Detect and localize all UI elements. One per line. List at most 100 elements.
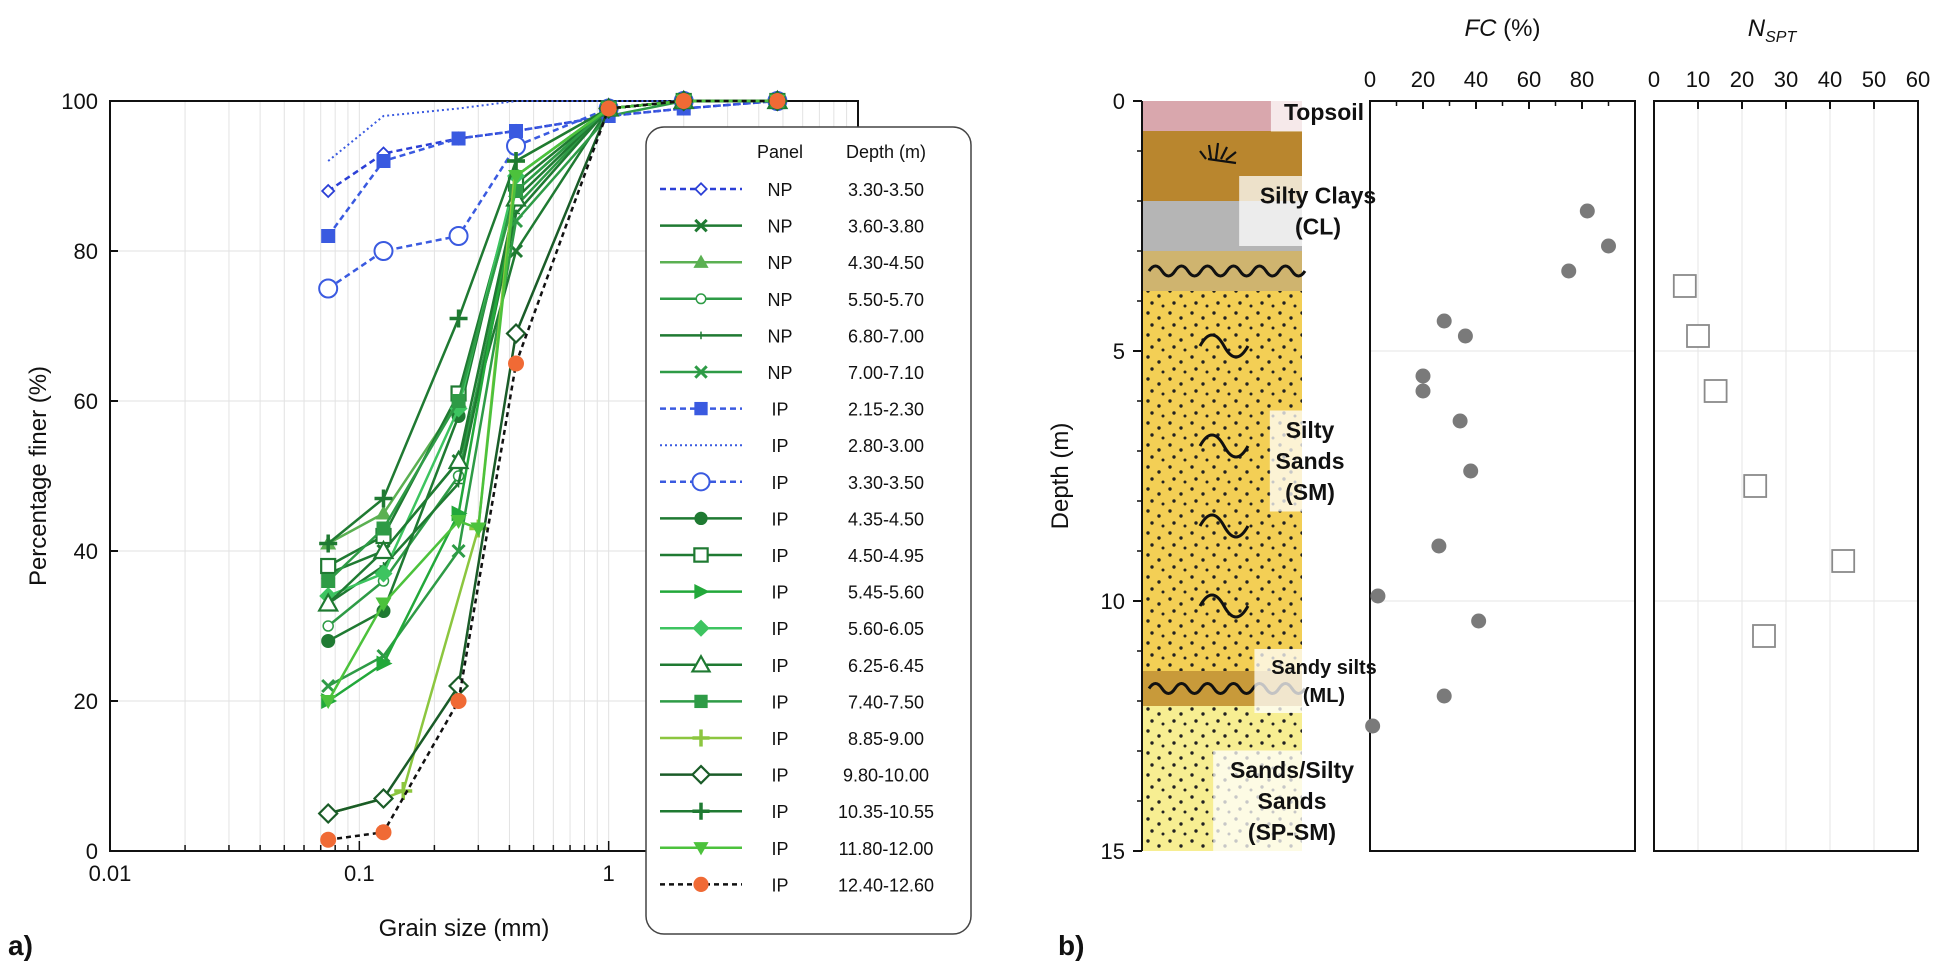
legend-panel-label: IP [771, 583, 788, 603]
data-point [695, 293, 707, 305]
depth-tick-label: 0 [1113, 89, 1125, 114]
data-point [693, 842, 709, 856]
depth-tick-label: 10 [1101, 589, 1125, 614]
data-point [322, 620, 334, 632]
data-point [449, 309, 468, 328]
y-tick-label-a: 60 [74, 389, 98, 414]
legend-depth-label: 3.60-3.80 [848, 217, 924, 237]
nspt-tick-label: 60 [1906, 67, 1930, 92]
fc-panel: 0 20 40 60 80 FC (%) [1364, 15, 1636, 852]
soil-label-text: Sands [1275, 448, 1344, 474]
legend-entry: IP 5.45-5.60 [660, 583, 924, 603]
nspt-tick-label: 10 [1686, 67, 1710, 92]
data-point [470, 522, 487, 537]
soil-label-text: (CL) [1295, 214, 1341, 240]
data-point [374, 489, 393, 508]
data-point [321, 574, 336, 588]
legend-panel-label: IP [771, 802, 788, 822]
data-point [320, 831, 337, 848]
data-point [372, 787, 395, 810]
legend-entry: IP 10.35-10.55 [660, 802, 934, 822]
legend-entry: IP 2.80-3.00 [660, 436, 924, 456]
series-group-a [317, 89, 789, 848]
data-point [374, 564, 393, 583]
fc-point [1457, 328, 1473, 344]
legend-header-panel: Panel [757, 142, 803, 162]
data-point [373, 241, 394, 261]
soil-label: Silty Clays (CL) [1239, 176, 1397, 246]
y-tick-label-a: 80 [74, 239, 98, 264]
legend-depth-label: 6.25-6.45 [848, 656, 924, 676]
fc-tick-label: 80 [1570, 67, 1594, 92]
fc-point [1579, 203, 1595, 219]
data-point [694, 511, 708, 526]
soil-label: Silty Sands (SM) [1269, 410, 1351, 512]
data-point [375, 505, 392, 520]
legend-entry: IP 4.50-4.95 [660, 546, 924, 566]
legend-panel-label: IP [771, 546, 788, 566]
fc-tick-label: 0 [1364, 67, 1376, 92]
data-point [375, 597, 392, 612]
nspt-tick-label: 0 [1648, 67, 1660, 92]
ticks-a: 0 20 40 60 80 100 0.01 0.1 1 [61, 89, 848, 886]
data-point [321, 634, 336, 648]
data-point [694, 694, 708, 709]
soil-label-text: Silty Clays [1260, 183, 1376, 209]
legend-entry: IP 7.40-7.50 [660, 692, 924, 712]
panel-b-letter: b) [1058, 930, 1084, 961]
soil-label-box [1270, 92, 1378, 132]
legend-depth-label: 5.60-6.05 [848, 619, 924, 639]
legend-entry: IP 12.40-12.60 [660, 875, 934, 895]
soil-label-box [1269, 410, 1351, 512]
legend-entry: IP 5.60-6.05 [660, 619, 924, 639]
series-line [327, 100, 778, 162]
data-point [450, 693, 467, 709]
legend-depth-label: 7.00-7.10 [848, 363, 924, 383]
legend-entry: IP 6.25-6.45 [660, 654, 924, 676]
legend-depth-label: 10.35-10.55 [838, 802, 934, 822]
y-tick-label-a: 40 [74, 539, 98, 564]
nspt-tick-label: 40 [1818, 67, 1842, 92]
legend-panel-label: IP [771, 473, 788, 493]
wave-symbol [1198, 513, 1250, 539]
legend-panel-label: NP [767, 180, 792, 200]
data-point [509, 124, 524, 138]
legend-panel-label: NP [767, 363, 792, 383]
legend-depth-label: 6.80-7.00 [848, 326, 924, 346]
nspt-tick-label: 30 [1774, 67, 1798, 92]
legend-entry: IP 3.30-3.50 [660, 472, 924, 493]
legend-panel-label: NP [767, 253, 792, 273]
series-ip-12.40-12.60 [320, 93, 786, 848]
data-point [694, 401, 708, 416]
data-point [376, 154, 391, 168]
legend-depth-label: 9.80-10.00 [843, 766, 929, 786]
data-point [505, 322, 527, 345]
nspt-point [1686, 324, 1710, 348]
series-ip-2.80-3.00 [327, 100, 778, 162]
legend-entry: IP 11.80-12.00 [660, 839, 933, 859]
data-point [694, 365, 708, 379]
legend-panel-label: IP [771, 400, 788, 420]
legend-depth-label: 2.15-2.30 [848, 400, 924, 420]
wave-symbol [1198, 433, 1250, 459]
data-point [693, 547, 709, 563]
data-point [454, 479, 463, 488]
depth-tick-label: 15 [1101, 839, 1125, 864]
x-tick-label-a: 0.1 [344, 861, 375, 886]
legend-depth-label: 4.50-4.95 [848, 546, 924, 566]
fc-point [1561, 263, 1577, 279]
legend-entry: NP 7.00-7.10 [660, 363, 924, 383]
nspt-point [1703, 379, 1728, 403]
data-point [450, 515, 467, 529]
data-point [675, 93, 692, 109]
fc-point [1452, 413, 1468, 429]
legend-panel-label: IP [771, 619, 788, 639]
data-point [508, 355, 525, 372]
data-point [694, 218, 708, 233]
fc-axis-label: FC (%) [1465, 15, 1541, 42]
y-tick-label-a: 20 [74, 689, 98, 714]
nspt-point [1752, 624, 1776, 648]
legend-depth-label: 4.30-4.50 [848, 253, 924, 273]
legend-depth-label: 8.85-9.00 [848, 729, 924, 749]
